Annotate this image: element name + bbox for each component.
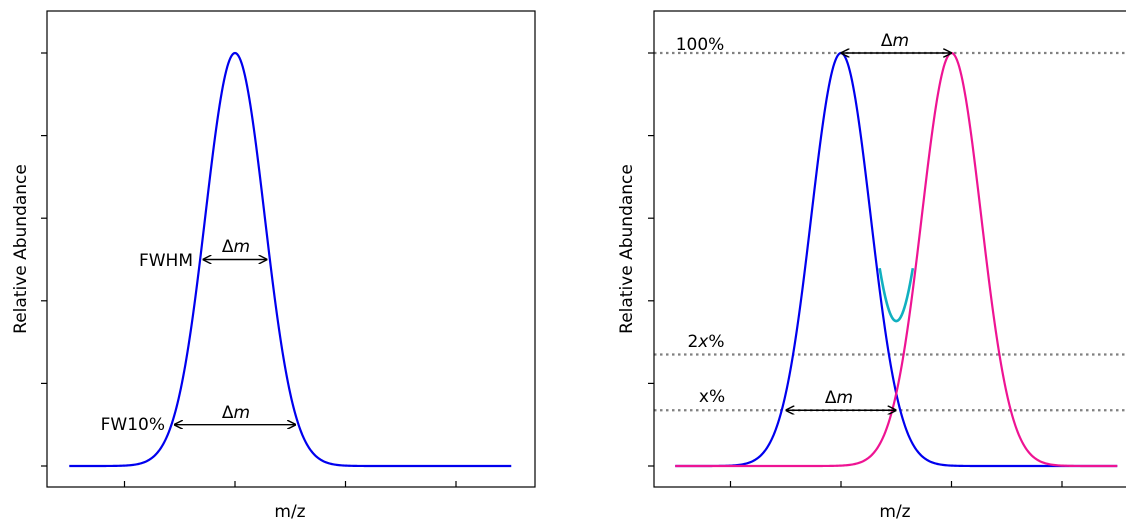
right-y-axis-label: Relative Abundance xyxy=(617,164,637,334)
label-x-percent: x% xyxy=(699,387,725,407)
label-2x-percent: 2x% xyxy=(687,332,724,352)
right-peak-2-line xyxy=(675,51,1118,468)
left-x-ticks xyxy=(41,52,457,487)
label-100-percent: 100% xyxy=(676,35,725,55)
left-peak-line xyxy=(69,51,512,468)
left-plot-frame xyxy=(46,10,536,488)
x-percent-delta-m-label: Δm xyxy=(825,388,853,408)
right-plot-frame xyxy=(653,10,1126,488)
left-y-axis-label: Relative Abundance xyxy=(11,164,31,334)
right-chart: 100% 2x% x% Δm Δm m/z Relative Abundance xyxy=(617,10,1126,522)
right-x-ticks xyxy=(648,52,1063,487)
fw10-label: FW10% xyxy=(101,415,165,435)
fwhm-label: FWHM xyxy=(139,251,193,271)
overlap-sum-line xyxy=(878,267,915,323)
right-x-axis-label: m/z xyxy=(879,502,910,522)
fw10-delta-m-label: Δm xyxy=(222,403,250,423)
right-peak-1-line xyxy=(675,51,1118,468)
fwhm-delta-m-label: Δm xyxy=(222,237,250,257)
left-x-axis-label: m/z xyxy=(274,502,305,522)
top-delta-m-label: Δm xyxy=(881,31,909,51)
left-chart: FWHM FW10% Δm Δm m/z Relative Abundance xyxy=(11,10,536,522)
